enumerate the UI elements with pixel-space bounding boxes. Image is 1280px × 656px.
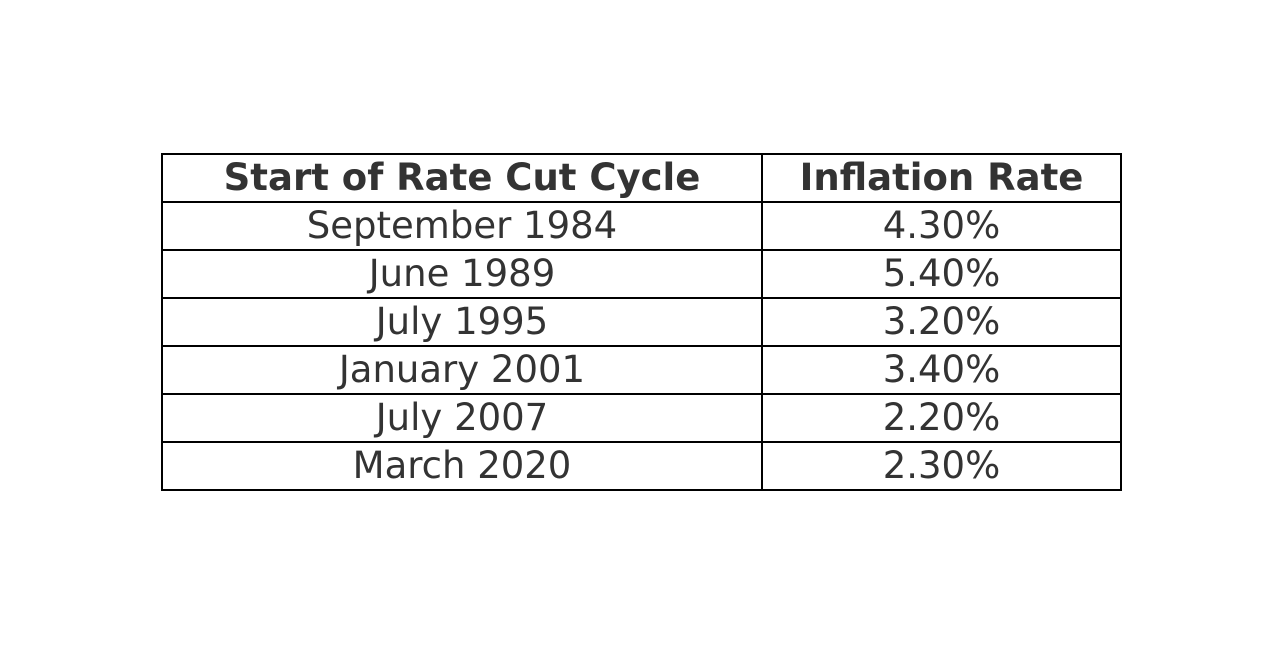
table-row: January 2001 3.40% — [161, 345, 1122, 395]
cell-inflation-rate: 3.20% — [761, 297, 1122, 347]
column-header-inflation-rate: Inflation Rate — [761, 153, 1122, 203]
cell-start-date: March 2020 — [161, 441, 763, 491]
table-row: July 2007 2.20% — [161, 393, 1122, 443]
cell-start-date: January 2001 — [161, 345, 763, 395]
cell-inflation-rate: 2.30% — [761, 441, 1122, 491]
table-header-row: Start of Rate Cut Cycle Inflation Rate — [161, 153, 1122, 203]
inflation-table: Start of Rate Cut Cycle Inflation Rate S… — [161, 153, 1122, 491]
column-header-start-of-rate-cut-cycle: Start of Rate Cut Cycle — [161, 153, 763, 203]
table-container: Start of Rate Cut Cycle Inflation Rate S… — [161, 153, 1122, 491]
table-row: September 1984 4.30% — [161, 201, 1122, 251]
table-row: March 2020 2.30% — [161, 441, 1122, 491]
table-row: July 1995 3.20% — [161, 297, 1122, 347]
cell-start-date: July 2007 — [161, 393, 763, 443]
cell-inflation-rate: 4.30% — [761, 201, 1122, 251]
cell-inflation-rate: 5.40% — [761, 249, 1122, 299]
cell-inflation-rate: 3.40% — [761, 345, 1122, 395]
cell-start-date: September 1984 — [161, 201, 763, 251]
cell-inflation-rate: 2.20% — [761, 393, 1122, 443]
table-row: June 1989 5.40% — [161, 249, 1122, 299]
cell-start-date: July 1995 — [161, 297, 763, 347]
cell-start-date: June 1989 — [161, 249, 763, 299]
